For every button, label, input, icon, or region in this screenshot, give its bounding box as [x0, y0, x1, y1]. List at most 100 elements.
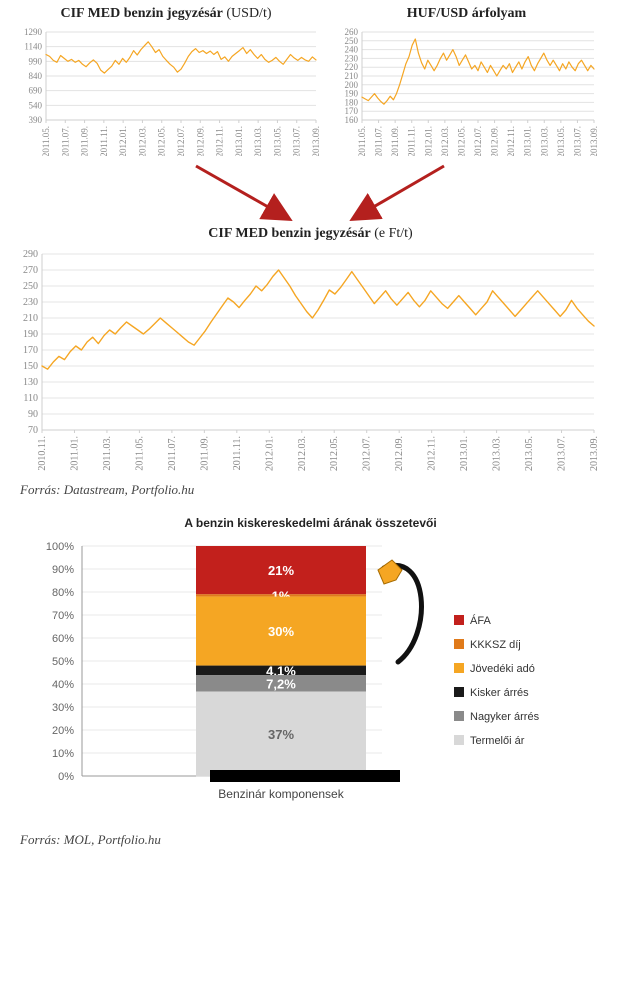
svg-text:2013.07.: 2013.07.	[572, 126, 582, 156]
svg-text:2012.09.: 2012.09.	[195, 126, 205, 156]
svg-text:2012.11.: 2012.11.	[427, 436, 438, 471]
svg-text:2013.09.: 2013.09.	[589, 126, 599, 156]
chart-cif-usd-title-main: CIF MED benzin jegyzésár	[60, 6, 222, 21]
svg-text:230: 230	[23, 297, 38, 308]
svg-text:2013.03.: 2013.03.	[539, 126, 549, 156]
svg-text:KKKSZ díj: KKKSZ díj	[470, 639, 521, 651]
svg-text:190: 190	[345, 89, 359, 99]
source-mol: Forrás: MOL, Portfolio.hu	[20, 832, 615, 848]
chart-huf-usd: HUF/USD árfolyam 16017018019020021022023…	[330, 6, 603, 156]
svg-text:20%: 20%	[52, 725, 74, 737]
svg-text:2011.03.: 2011.03.	[102, 436, 113, 471]
svg-text:2012.07.: 2012.07.	[176, 126, 186, 156]
svg-text:2013.01.: 2013.01.	[523, 126, 533, 156]
svg-text:2012.09.: 2012.09.	[394, 436, 405, 471]
svg-text:2012.05.: 2012.05.	[329, 436, 340, 471]
svg-text:250: 250	[23, 281, 38, 292]
svg-text:100%: 100%	[46, 541, 74, 553]
svg-text:2013.07.: 2013.07.	[557, 436, 568, 471]
svg-text:10%: 10%	[52, 748, 74, 760]
svg-text:260: 260	[345, 27, 359, 37]
svg-text:2011.09.: 2011.09.	[80, 126, 90, 156]
svg-text:990: 990	[29, 56, 43, 66]
svg-text:2011.09.: 2011.09.	[390, 126, 400, 156]
chart-cif-usd: CIF MED benzin jegyzésár (USD/t) 390 540 6…	[6, 6, 326, 156]
svg-text:2011.07.: 2011.07.	[60, 126, 70, 156]
svg-text:40%: 40%	[52, 679, 74, 691]
svg-text:130: 130	[23, 377, 38, 388]
svg-text:290: 290	[23, 249, 38, 260]
svg-text:2012.09.: 2012.09.	[490, 126, 500, 156]
svg-text:2012.05.: 2012.05.	[456, 126, 466, 156]
chart-cif-ft-title: CIF MED benzin jegyzésár (e Ft/t)	[6, 226, 615, 242]
chart-cif-usd-title: CIF MED benzin jegyzésár (USD/t)	[6, 6, 326, 22]
svg-text:2011.11.: 2011.11.	[407, 126, 417, 156]
svg-text:2012.03.: 2012.03.	[297, 436, 308, 471]
svg-text:2013.01.: 2013.01.	[234, 126, 244, 156]
svg-text:37%: 37%	[268, 727, 294, 742]
svg-text:180: 180	[345, 97, 359, 107]
chart-huf-usd-title-main: HUF/USD árfolyam	[407, 6, 526, 21]
svg-text:200: 200	[345, 80, 359, 90]
svg-text:80%: 80%	[52, 587, 74, 599]
svg-text:2012.07.: 2012.07.	[362, 436, 373, 471]
svg-text:1290: 1290	[24, 27, 43, 37]
stacked-chart: A benzin kiskereskedelmi árának összetev…	[6, 516, 615, 826]
svg-text:2013.01.: 2013.01.	[459, 436, 470, 471]
svg-text:60%: 60%	[52, 633, 74, 645]
svg-text:2013.05.: 2013.05.	[272, 126, 282, 156]
svg-text:2011.07.: 2011.07.	[374, 126, 384, 156]
svg-text:160: 160	[345, 115, 359, 125]
svg-text:2011.09.: 2011.09.	[199, 436, 210, 471]
svg-text:220: 220	[345, 62, 359, 72]
svg-text:0%: 0%	[58, 771, 74, 783]
svg-text:2011.07.: 2011.07.	[167, 436, 178, 471]
svg-text:90: 90	[28, 409, 38, 420]
svg-text:2013.03.: 2013.03.	[492, 436, 503, 471]
page: CIF MED benzin jegyzésár (USD/t) 390 540 6…	[0, 0, 621, 870]
svg-text:110: 110	[23, 393, 38, 404]
svg-text:390: 390	[29, 115, 43, 125]
svg-text:2013.03.: 2013.03.	[253, 126, 263, 156]
svg-text:2011.11.: 2011.11.	[232, 436, 243, 470]
svg-text:70: 70	[28, 425, 38, 436]
svg-text:190: 190	[23, 329, 38, 340]
chart-huf-usd-title: HUF/USD árfolyam	[330, 6, 603, 22]
svg-text:690: 690	[29, 86, 43, 96]
svg-text:270: 270	[23, 265, 38, 276]
arrows-row	[6, 162, 615, 226]
svg-text:2013.05.: 2013.05.	[524, 436, 535, 471]
svg-text:2012.01.: 2012.01.	[118, 126, 128, 156]
svg-text:2010.11.: 2010.11.	[37, 436, 48, 471]
svg-text:1140: 1140	[24, 42, 42, 52]
chart-huf-usd-svg: 1601701801902002102202302402502602011.05…	[330, 26, 603, 156]
svg-text:230: 230	[345, 53, 359, 63]
svg-text:Kisker árrés: Kisker árrés	[470, 687, 529, 699]
svg-text:2012.01.: 2012.01.	[423, 126, 433, 156]
chart-cif-ft: CIF MED benzin jegyzésár (e Ft/t) 70 90 11…	[6, 226, 615, 476]
svg-text:250: 250	[345, 36, 359, 46]
svg-text:2012.03.: 2012.03.	[440, 126, 450, 156]
chart-cif-usd-svg: 390540690840990114012902011.05.2011.07.2…	[6, 26, 326, 156]
svg-text:2012.07.: 2012.07.	[473, 126, 483, 156]
stacked-svg: 0%10%20%30%40%50%60%70%80%90%100%21%1%30…	[6, 536, 603, 826]
svg-text:Benzinár komponensek: Benzinár komponensek	[218, 787, 344, 801]
svg-text:2012.01.: 2012.01.	[264, 436, 275, 471]
svg-text:21%: 21%	[268, 563, 294, 578]
stacked-title: A benzin kiskereskedelmi árának összetev…	[6, 516, 615, 530]
svg-text:Nagyker árrés: Nagyker árrés	[470, 711, 540, 723]
chart-cif-ft-title-unit: (e Ft/t)	[371, 226, 413, 241]
svg-text:7,2%: 7,2%	[266, 676, 296, 691]
svg-text:50%: 50%	[52, 656, 74, 668]
svg-text:2013.09.: 2013.09.	[589, 436, 600, 471]
svg-text:Jövedéki adó: Jövedéki adó	[470, 663, 535, 675]
svg-text:30%: 30%	[52, 702, 74, 714]
chart-cif-ft-title-main: CIF MED benzin jegyzésár	[208, 226, 370, 241]
svg-text:150: 150	[23, 361, 38, 372]
svg-text:30%: 30%	[268, 624, 294, 639]
svg-text:2012.05.: 2012.05.	[157, 126, 167, 156]
svg-text:240: 240	[345, 45, 359, 55]
svg-text:540: 540	[29, 100, 43, 110]
svg-text:170: 170	[345, 106, 359, 116]
svg-text:70%: 70%	[52, 610, 74, 622]
